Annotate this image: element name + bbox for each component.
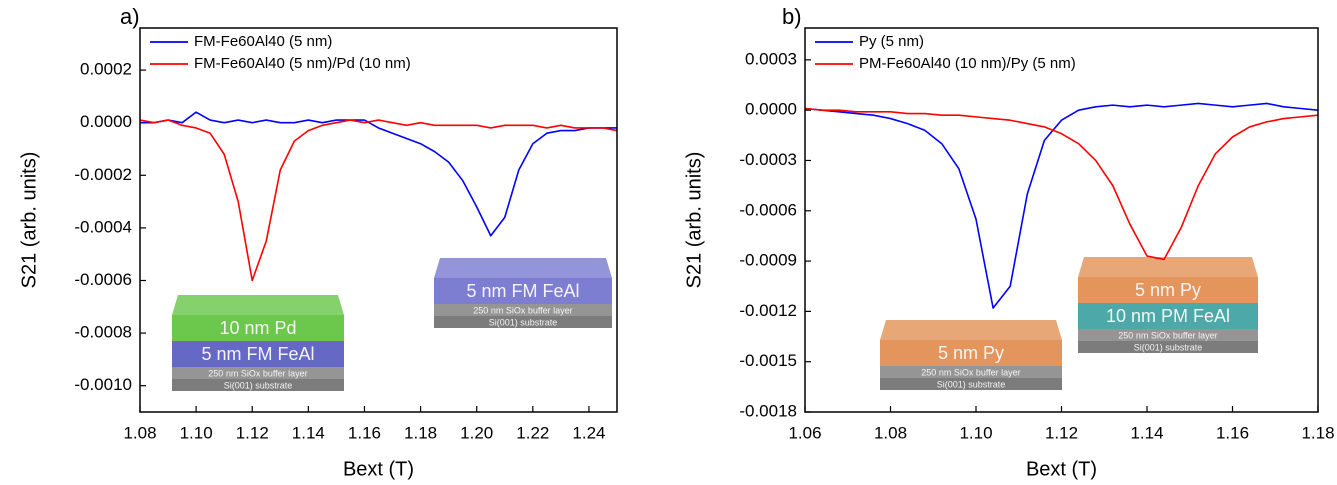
y-axis-title: S21 (arb. units) — [18, 152, 40, 289]
y-tick-label: -0.0010 — [74, 375, 132, 394]
layer — [1078, 303, 1258, 329]
x-axis-title: Bext (T) — [1026, 458, 1097, 480]
y-tick-label: -0.0004 — [74, 217, 132, 236]
layer — [434, 304, 612, 316]
y-tick-label: -0.0012 — [739, 301, 797, 320]
x-tick-label: 1.06 — [788, 423, 821, 442]
layer — [880, 366, 1062, 378]
layer-label: 250 nm SiOx buffer layer — [921, 367, 1020, 377]
layer — [434, 278, 612, 304]
layer-label: Si(001) substrate — [937, 379, 1006, 389]
plot-frame — [804, 27, 1319, 413]
x-tick-label: 1.10 — [959, 423, 992, 442]
layer — [1078, 341, 1258, 353]
x-tick-label: 1.12 — [236, 423, 269, 442]
x-tick-label: 1.18 — [404, 423, 437, 442]
layer-label: 5 nm Py — [1135, 280, 1201, 300]
panel-label: a) — [120, 4, 140, 29]
layer-label: 5 nm FM FeAl — [201, 344, 314, 364]
data-line — [805, 102, 1318, 309]
layer-label: 10 nm PM FeAl — [1106, 306, 1230, 326]
y-tick-label: 0.0002 — [80, 60, 132, 79]
x-tick-label: 1.14 — [292, 423, 325, 442]
layer — [880, 378, 1062, 390]
layer-stack: 5 nm Py 250 nm SiOx buffer layer Si(001) s… — [880, 320, 1062, 390]
y-tick-label: -0.0006 — [739, 200, 797, 219]
x-tick-label: 1.08 — [874, 423, 907, 442]
layer — [1078, 277, 1258, 303]
layer-top-face — [172, 295, 344, 315]
plot-frame — [139, 27, 618, 413]
layer-stack: 5 nm Py 10 nm PM FeAl 250 nm SiOx buffer l… — [1078, 257, 1258, 353]
legend-label: FM-Fe60Al40 (5 nm) — [194, 33, 332, 50]
layer — [172, 341, 344, 367]
layer-top-face — [1078, 257, 1258, 277]
legend-label: FM-Fe60Al40 (5 nm)/Pd (10 nm) — [194, 55, 411, 72]
layer-label: 5 nm Py — [938, 343, 1004, 363]
y-tick-label: -0.0008 — [74, 323, 132, 342]
y-tick-label: 0.0003 — [745, 49, 797, 68]
y-tick-label: -0.0009 — [739, 251, 797, 270]
layer-label: Si(001) substrate — [489, 317, 558, 327]
panel-label: b) — [782, 4, 802, 29]
layer-stack: 10 nm Pd 5 nm FM FeAl 250 nm SiOx buffer l… — [172, 295, 344, 391]
x-tick-label: 1.08 — [123, 423, 156, 442]
y-axis-title: S21 (arb. units) — [683, 152, 705, 289]
layer — [880, 340, 1062, 366]
layer-label: Si(001) substrate — [224, 380, 293, 390]
y-tick-label: -0.0006 — [74, 270, 132, 289]
y-tick-label: 0.0000 — [745, 100, 797, 119]
layer-label: 250 nm SiOx buffer layer — [473, 305, 572, 315]
x-tick-label: 1.16 — [348, 423, 381, 442]
layer-top-face — [880, 320, 1062, 340]
x-tick-label: 1.14 — [1130, 423, 1163, 442]
legend-label: Py (5 nm) — [859, 33, 924, 50]
y-tick-label: -0.0002 — [74, 165, 132, 184]
layer — [1078, 329, 1258, 341]
y-tick-label: -0.0018 — [739, 401, 797, 420]
layer-top-face — [434, 258, 612, 278]
data-line — [140, 111, 617, 237]
layer — [172, 367, 344, 379]
layer-label: 5 nm FM FeAl — [466, 281, 579, 301]
legend-label: PM-Fe60Al40 (10 nm)/Py (5 nm) — [859, 55, 1076, 72]
x-axis-title: Bext (T) — [343, 458, 414, 480]
x-tick-label: 1.18 — [1301, 423, 1334, 442]
x-tick-label: 1.16 — [1216, 423, 1249, 442]
layer-label: 250 nm SiOx buffer layer — [208, 368, 307, 378]
layer-stack: 5 nm FM FeAl 250 nm SiOx buffer layer Si(0… — [434, 258, 612, 328]
x-tick-label: 1.20 — [460, 423, 493, 442]
y-tick-label: -0.0003 — [739, 150, 797, 169]
layer — [434, 316, 612, 328]
layer-label: Si(001) substrate — [1134, 342, 1203, 352]
layer-label: 250 nm SiOx buffer layer — [1118, 330, 1217, 340]
x-tick-label: 1.10 — [180, 423, 213, 442]
layer-label: 10 nm Pd — [219, 318, 296, 338]
data-line — [805, 107, 1318, 261]
layer — [172, 315, 344, 341]
x-tick-label: 1.22 — [516, 423, 549, 442]
layer — [172, 379, 344, 391]
data-line — [140, 119, 617, 282]
x-tick-label: 1.24 — [572, 423, 605, 442]
y-tick-label: 0.0000 — [80, 112, 132, 131]
x-tick-label: 1.12 — [1045, 423, 1078, 442]
y-tick-label: -0.0015 — [739, 351, 797, 370]
